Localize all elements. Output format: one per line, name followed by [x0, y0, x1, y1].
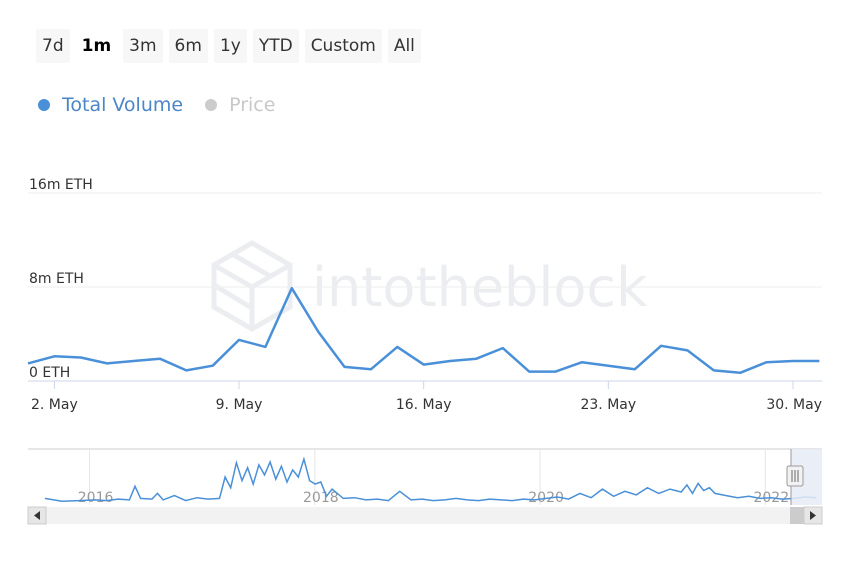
navigator-year-label: 2016: [78, 490, 114, 506]
y-tick-label: 0 ETH: [29, 365, 70, 381]
range-1y-button[interactable]: 1y: [213, 29, 247, 63]
series-line-total-volume: [27, 286, 820, 375]
x-tick-label: 23. May: [580, 397, 636, 413]
legend-marker-total-volume: [38, 99, 50, 111]
x-tick-label: 30. May: [766, 397, 822, 413]
legend-label-total-volume: Total Volume: [62, 94, 184, 116]
range-ytd-button[interactable]: YTD: [252, 29, 299, 63]
series-total-volume: [27, 286, 820, 375]
legend-item-total-volume[interactable]: Total Volume: [38, 94, 183, 116]
scrollbar-track: [28, 507, 822, 524]
y-tick-label: 8m ETH: [29, 271, 84, 287]
y-axis-labels: 0 ETH 8m ETH 16m ETH: [29, 177, 93, 381]
y-tick-label: 16m ETH: [29, 177, 93, 193]
x-tick-label: 2. May: [31, 397, 78, 413]
legend-label-price: Price: [229, 94, 276, 116]
range-selector: 7d 1m 3m 6m 1y YTD Custom All: [36, 29, 421, 63]
scrollbar[interactable]: [27, 506, 823, 525]
range-custom-button[interactable]: Custom: [304, 29, 382, 63]
navigator[interactable]: 2016 2018 2020 2022: [28, 448, 822, 506]
range-1m-button[interactable]: 1m: [81, 36, 112, 56]
navigator-series-line: [44, 456, 817, 503]
range-7d-button[interactable]: 7d: [36, 29, 70, 63]
legend-item-price[interactable]: Price: [205, 94, 275, 116]
range-6m-button[interactable]: 6m: [168, 29, 208, 63]
watermark-cube-icon: [211, 240, 293, 332]
grid-lines: [28, 192, 822, 288]
navigator-year-label: 2018: [303, 490, 339, 506]
x-tick-label: 16. May: [396, 397, 452, 413]
arrow-left-icon: [34, 511, 40, 520]
x-axis: 2. May 9. May 16. May 23. May 30. May: [28, 380, 822, 413]
arrow-right-icon: [810, 511, 816, 520]
range-3m-button[interactable]: 3m: [123, 29, 163, 63]
x-tick-label: 9. May: [216, 397, 263, 413]
range-all-button[interactable]: All: [387, 29, 421, 63]
chart-legend: Total Volume Price: [38, 94, 275, 116]
legend-marker-price: [205, 99, 218, 111]
scrollbar-thumb: [790, 507, 804, 524]
